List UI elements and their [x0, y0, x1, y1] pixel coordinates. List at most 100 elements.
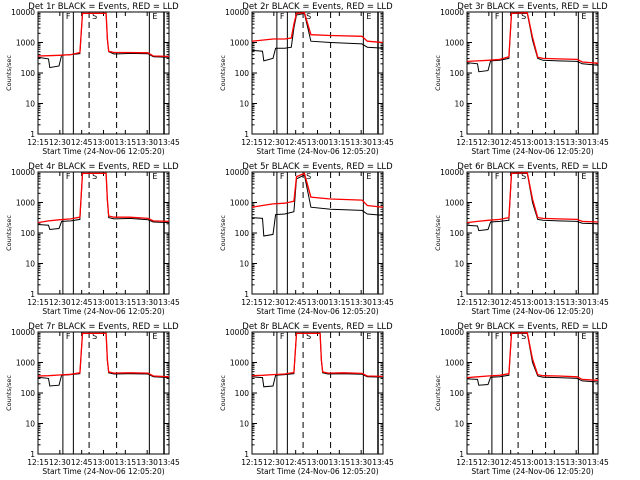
y-axis-label: Counts/sec	[5, 215, 13, 251]
x-tick-label: 13:15	[115, 458, 137, 467]
y-tick-label: 100	[450, 229, 465, 238]
x-tick-label: 12:30	[49, 138, 71, 147]
y-tick-label: 10	[454, 260, 464, 269]
y-tick-label: 10000	[11, 328, 35, 337]
x-tick-label: 13:30	[565, 298, 587, 307]
panel-title: Det 6r BLACK = Events, RED = LLD	[457, 162, 608, 172]
marker-label-f: F	[66, 172, 71, 181]
series-lld	[251, 12, 384, 44]
x-tick-label: 12:15	[241, 458, 263, 467]
x-tick-label: 12:30	[478, 458, 500, 467]
x-tick-label: 13:15	[329, 458, 351, 467]
marker-label-e: E	[152, 332, 157, 341]
x-tick-label: 13:45	[587, 138, 609, 147]
y-tick-label: 100	[21, 229, 36, 238]
marker-label-e: E	[152, 172, 157, 181]
y-tick-label: 100	[450, 69, 465, 78]
x-tick-label: 13:15	[544, 138, 566, 147]
x-tick-label: 13:45	[587, 458, 609, 467]
x-tick-label: 13:00	[307, 458, 329, 467]
x-tick-label: 13:15	[115, 298, 137, 307]
y-tick-label: 1000	[16, 39, 35, 48]
x-tick-label: 13:45	[372, 298, 394, 307]
marker-label-f: F	[495, 172, 500, 181]
x-tick-label: 13:15	[329, 298, 351, 307]
y-tick-label: 1000	[230, 359, 249, 368]
x-tick-label: 13:00	[93, 298, 115, 307]
marker-label-s: S	[92, 332, 97, 341]
marker-label-f: F	[66, 332, 71, 341]
x-tick-label: 12:30	[263, 138, 285, 147]
x-tick-label: 13:30	[136, 138, 158, 147]
x-tick-label: 13:00	[522, 138, 544, 147]
marker-label-f: F	[66, 12, 71, 21]
marker-label-f: F	[495, 332, 500, 341]
y-tick-label: 10000	[440, 328, 464, 337]
x-tick-label: 12:30	[49, 458, 71, 467]
y-tick-label: 10	[454, 420, 464, 429]
x-tick-label: 12:15	[456, 298, 478, 307]
y-axis-label: Counts/sec	[219, 55, 227, 91]
series-events	[251, 174, 384, 237]
series-lld	[37, 332, 170, 378]
y-axis-label: Counts/sec	[434, 215, 442, 251]
x-tick-label: 12:45	[500, 138, 522, 147]
series-lld	[251, 172, 384, 208]
x-axis-label: Start Time (24-Nov-06 12:05:20)	[42, 147, 164, 156]
y-tick-label: 1000	[445, 39, 464, 48]
x-tick-label: 13:30	[565, 138, 587, 147]
marker-label-e: E	[366, 172, 371, 181]
marker-label-e: E	[366, 332, 371, 341]
x-tick-label: 13:45	[158, 458, 180, 467]
x-tick-label: 12:15	[456, 138, 478, 147]
x-tick-label: 13:15	[115, 138, 137, 147]
panel-title: Det 5r BLACK = Events, RED = LLD	[242, 162, 393, 172]
marker-label-s: S	[306, 12, 311, 21]
marker-label-e: E	[581, 332, 586, 341]
panel-det-9: Det 9r BLACK = Events, RED = LLD 1 10 100 10…	[434, 322, 609, 476]
x-tick-label: 12:30	[478, 298, 500, 307]
marker-label-e: E	[581, 12, 586, 21]
x-axis-label: Start Time (24-Nov-06 12:05:20)	[471, 467, 593, 476]
y-tick-label: 1000	[445, 199, 464, 208]
panel-det-2: Det 2r BLACK = Events, RED = LLD 1 10 100 10…	[219, 2, 394, 156]
panel-title: Det 4r BLACK = Events, RED = LLD	[28, 162, 179, 172]
panel-det-5: Det 5r BLACK = Events, RED = LLD 1 10 100 10…	[219, 162, 394, 316]
x-tick-label: 13:30	[350, 138, 372, 147]
panel-title: Det 2r BLACK = Events, RED = LLD	[242, 2, 393, 12]
x-tick-label: 12:45	[71, 458, 93, 467]
y-tick-label: 1	[30, 290, 35, 299]
series-lld	[37, 12, 170, 58]
x-axis-label: Start Time (24-Nov-06 12:05:20)	[256, 307, 378, 316]
x-tick-label: 12:45	[285, 138, 307, 147]
y-tick-label: 10000	[11, 168, 35, 177]
x-axis-label: Start Time (24-Nov-06 12:05:20)	[256, 467, 378, 476]
y-tick-label: 10000	[225, 8, 249, 17]
y-tick-label: 100	[21, 69, 36, 78]
y-axis-label: Counts/sec	[5, 55, 13, 91]
y-tick-label: 1000	[445, 359, 464, 368]
x-tick-label: 12:45	[71, 138, 93, 147]
x-tick-label: 13:15	[544, 298, 566, 307]
marker-label-s: S	[92, 172, 97, 181]
x-tick-label: 13:30	[350, 298, 372, 307]
y-tick-label: 1	[459, 290, 464, 299]
marker-label-e: E	[152, 12, 157, 21]
x-tick-label: 13:45	[158, 298, 180, 307]
y-tick-label: 10	[454, 100, 464, 109]
y-tick-label: 1	[244, 290, 249, 299]
y-axis-label: Counts/sec	[434, 55, 442, 91]
panel-title: Det 9r BLACK = Events, RED = LLD	[457, 322, 608, 332]
marker-label-s: S	[92, 12, 97, 21]
x-tick-label: 12:45	[285, 298, 307, 307]
panel-det-3: Det 3r BLACK = Events, RED = LLD 1 10 100 10…	[434, 2, 609, 156]
y-tick-label: 10000	[440, 168, 464, 177]
marker-label-s: S	[521, 12, 526, 21]
x-tick-label: 12:15	[27, 298, 49, 307]
y-axis-label: Counts/sec	[219, 215, 227, 251]
x-axis-label: Start Time (24-Nov-06 12:05:20)	[42, 307, 164, 316]
x-tick-label: 12:15	[241, 138, 263, 147]
x-tick-label: 12:45	[500, 458, 522, 467]
x-tick-label: 13:30	[565, 458, 587, 467]
panel-det-4: Det 4r BLACK = Events, RED = LLD 1 10 100 10…	[5, 162, 180, 316]
